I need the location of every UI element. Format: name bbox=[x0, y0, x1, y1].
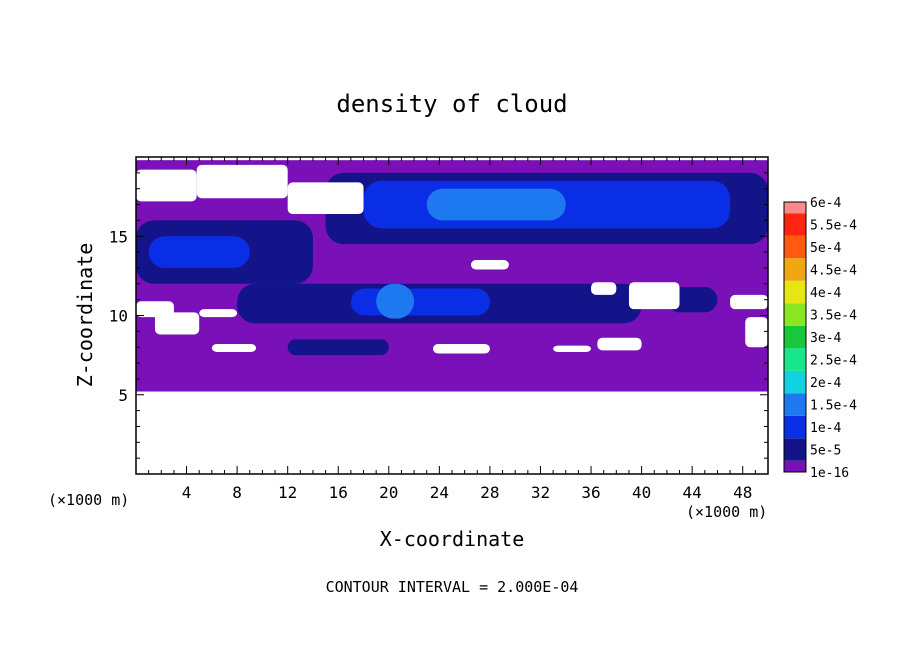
cloud-free-gaps bbox=[136, 164, 768, 474]
colorbar-swatch bbox=[784, 258, 806, 281]
chart-title: density of cloud bbox=[336, 90, 567, 118]
x-tick-label: 44 bbox=[683, 483, 702, 502]
x-tick-label: 40 bbox=[632, 483, 651, 502]
cloud-free-gap bbox=[154, 312, 200, 335]
x-axis-label: X-coordinate bbox=[380, 527, 525, 551]
cloud-free-gap bbox=[553, 345, 592, 352]
colorbar-swatch bbox=[784, 280, 806, 304]
colorbar: 1e-16 5e-5 1e-4 1.5e-4 2e-4 2.5e-4 3e-4 3.5e-4 4… bbox=[783, 196, 857, 481]
x-unit-right: (×1000 m) bbox=[686, 503, 767, 521]
x-unit-left: (×1000 m) bbox=[48, 491, 129, 509]
colorbar-swatch bbox=[784, 213, 806, 236]
colorbar-label: 5e-5 bbox=[810, 444, 841, 459]
heatmap-region bbox=[376, 283, 415, 319]
colorbar-swatch bbox=[784, 370, 806, 394]
colorbar-label: 3e-4 bbox=[810, 331, 841, 346]
cloud-free-gap bbox=[211, 344, 257, 352]
colorbar-swatch bbox=[784, 415, 806, 439]
colorbar-swatch bbox=[784, 460, 806, 472]
colorbar-label: 4.5e-4 bbox=[810, 264, 857, 279]
colorbar-label: 1e-4 bbox=[810, 421, 841, 436]
contour-interval-note: CONTOUR INTERVAL = 2.000E-04 bbox=[326, 578, 579, 596]
x-tick-label: 24 bbox=[430, 483, 449, 502]
heatmap-region bbox=[148, 236, 250, 268]
colorbar-swatch bbox=[784, 393, 806, 416]
colorbar-frame bbox=[783, 201, 807, 473]
cloud-free-gap bbox=[287, 182, 364, 215]
x-tick-label: 32 bbox=[531, 483, 550, 502]
heatmap-region bbox=[287, 339, 389, 356]
colorbar-swatch bbox=[784, 348, 806, 371]
x-tick-label: 48 bbox=[733, 483, 752, 502]
heatmap-region bbox=[350, 288, 490, 316]
cloud-free-gap bbox=[136, 169, 197, 202]
y-tick-label: 5 bbox=[118, 386, 128, 405]
x-tick-label: 20 bbox=[379, 483, 398, 502]
y-tick-label: 15 bbox=[109, 227, 128, 246]
y-axis-label: Z-coordinate bbox=[73, 243, 97, 388]
cloud-free-gap bbox=[196, 164, 288, 199]
cloud-free-gap bbox=[628, 282, 680, 310]
colorbar-swatch bbox=[784, 235, 806, 259]
colorbar-label: 4e-4 bbox=[810, 286, 841, 301]
cloud-free-gap bbox=[591, 282, 617, 295]
colorbar-label: 5e-4 bbox=[810, 241, 841, 256]
colorbar-label: 3.5e-4 bbox=[810, 309, 857, 324]
cloud-free-gap bbox=[730, 294, 768, 310]
x-tick-label: 16 bbox=[329, 483, 348, 502]
cloud-free-gap bbox=[470, 260, 509, 270]
cloud-free-lower-region bbox=[136, 391, 768, 474]
plot-area bbox=[136, 157, 768, 474]
colorbar-label: 2e-4 bbox=[810, 376, 841, 391]
colorbar-label: 2.5e-4 bbox=[810, 354, 857, 369]
x-tick-label: 8 bbox=[232, 483, 242, 502]
cloud-free-gap bbox=[199, 309, 238, 318]
colorbar-label: 6e-4 bbox=[810, 196, 841, 211]
y-axis: 5 10 15 bbox=[109, 172, 768, 459]
heatmap-region bbox=[426, 188, 566, 221]
x-tick-label: 28 bbox=[480, 483, 499, 502]
cloud-free-gap bbox=[597, 337, 642, 351]
colorbar-label: 1e-16 bbox=[810, 466, 849, 481]
cloud-free-gap bbox=[433, 344, 490, 354]
colorbar-label: 1.5e-4 bbox=[810, 399, 857, 414]
colorbar-swatch bbox=[784, 303, 806, 326]
x-tick-label: 4 bbox=[182, 483, 192, 502]
colorbar-label: 5.5e-4 bbox=[810, 219, 857, 234]
colorbar-swatch bbox=[784, 325, 806, 349]
colorbar-swatch bbox=[784, 202, 806, 214]
colorbar-swatch bbox=[784, 438, 806, 461]
x-tick-label: 36 bbox=[581, 483, 600, 502]
x-axis: 4 8 12 16 20 24 28 32 36 40 44 48 bbox=[148, 157, 756, 502]
heatmap-layer bbox=[136, 160, 768, 392]
cloud-free-gap bbox=[745, 317, 768, 348]
x-tick-label: 12 bbox=[278, 483, 297, 502]
y-tick-label: 10 bbox=[109, 307, 128, 326]
